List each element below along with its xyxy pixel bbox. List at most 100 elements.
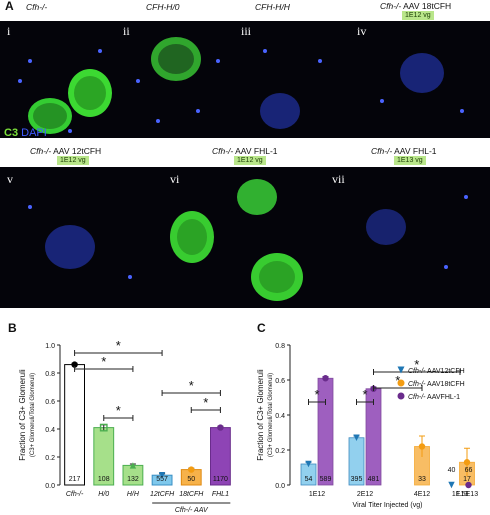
micrograph-ii bbox=[118, 21, 235, 138]
roman-ii: ii bbox=[123, 24, 130, 38]
c-count-0-2: 40 bbox=[448, 467, 456, 474]
b-xtick-label-5: FHL1 bbox=[212, 491, 229, 498]
b-count-3: 557 bbox=[156, 476, 168, 483]
c-marker-1-1 bbox=[463, 459, 471, 466]
b-count-4: 50 bbox=[187, 476, 195, 483]
micrograph-iii-art bbox=[260, 49, 322, 129]
b-ytick-label-5: 1.0 bbox=[45, 343, 55, 350]
b-xtick-label-0: Cfh-/- bbox=[66, 491, 84, 498]
c-legend-label-italic-2: Cfh-/- bbox=[408, 394, 426, 401]
c-sig-2-star: * bbox=[362, 387, 367, 402]
b-xtick-label-4: 18tCFH bbox=[179, 491, 204, 498]
c-xlabel: Viral Titer Injected (vg) bbox=[353, 502, 423, 509]
strain-label-v: Cfh-/- AAV 12tCFH bbox=[30, 146, 101, 156]
strain-label-vii: Cfh-/- AAV FHL-1 bbox=[371, 146, 437, 156]
b-marker-2 bbox=[129, 462, 137, 469]
dose-badge-vi: 1E12 vg bbox=[234, 156, 266, 165]
b-marker-3 bbox=[158, 472, 166, 479]
strain-rest-vi: AAV FHL-1 bbox=[233, 146, 278, 156]
strain-label-i: Cfh-/- bbox=[26, 2, 48, 12]
c-bar-2-0 bbox=[317, 377, 334, 486]
c-marker-0-2 bbox=[448, 481, 455, 489]
c-count-2-0: 589 bbox=[320, 476, 332, 483]
micrograph-v bbox=[0, 167, 162, 308]
b-bar-0 bbox=[64, 364, 85, 486]
c-count-0-1: 395 bbox=[351, 476, 363, 483]
c-marker-2-2 bbox=[465, 481, 472, 489]
c-ylabel: Fraction of C3+ Glomeruli bbox=[256, 369, 265, 461]
roman-iv: iv bbox=[357, 24, 367, 38]
b-marker-1 bbox=[99, 423, 108, 432]
b-sig-3-star: * bbox=[116, 403, 121, 418]
strain-italic-v: Cfh-/- bbox=[30, 146, 52, 156]
b-xtick-label-3: 12tCFH bbox=[150, 491, 175, 498]
b-count-5: 1170 bbox=[213, 476, 228, 483]
strain-label-iii: CFH-H/H bbox=[255, 2, 290, 12]
b-ytick-label-4: 0.8 bbox=[45, 371, 55, 378]
c-legend-label-1: Cfh-/- AAV18tCFH bbox=[408, 381, 465, 388]
roman-iii: iii bbox=[241, 24, 252, 38]
c-xtick-label-2: 4E12 bbox=[414, 491, 430, 498]
strain-italic-iv: Cfh-/- bbox=[380, 1, 402, 11]
strain-italic-vii: Cfh-/- bbox=[371, 146, 393, 156]
b-count-1: 108 bbox=[98, 476, 110, 483]
panel-letter-c: C bbox=[257, 321, 266, 335]
c-legend-label-italic-1: Cfh-/- bbox=[408, 381, 426, 388]
b-sig-1-star: * bbox=[116, 338, 121, 353]
panel-letter-b: B bbox=[8, 321, 17, 335]
micrograph-vi bbox=[162, 167, 326, 308]
dose-badge-vii: 1E13 vg bbox=[394, 156, 426, 165]
strain-rest-vii: AAV FHL-1 bbox=[392, 146, 437, 156]
micrograph-ii-art bbox=[136, 37, 220, 123]
c-count-0-0: 54 bbox=[305, 476, 313, 483]
c-xtick-label-0: 1E12 bbox=[309, 491, 325, 498]
c-legend-label-2: Cfh-/- AAVFHL-1 bbox=[408, 394, 460, 401]
c-legend-label-italic-0: Cfh-/- bbox=[408, 368, 426, 375]
c-marker-2-0 bbox=[322, 375, 329, 382]
b-marker-0 bbox=[71, 361, 78, 368]
c-ytick-label-2: 0.4 bbox=[275, 413, 285, 420]
c-count-2-1: 481 bbox=[368, 476, 380, 483]
c-legend-label-rest-1: AAV18tCFH bbox=[426, 381, 465, 388]
c-count-1-1: 17 bbox=[463, 476, 471, 483]
stain-c3-label: C3 bbox=[4, 127, 19, 139]
c-ytick-label-1: 0.2 bbox=[275, 448, 285, 455]
c-sig-3-star: * bbox=[414, 357, 419, 372]
b-xtick-label-1: H/0 bbox=[98, 491, 109, 498]
c-xtick-label-1: 2E12 bbox=[357, 491, 373, 498]
b-ylabel-sub: (C3+ Glomeruli/Total Glomeruli) bbox=[30, 373, 36, 457]
c-legend-marker-2 bbox=[397, 392, 405, 400]
micrograph-i-art bbox=[18, 49, 112, 134]
strain-label-ii: CFH-H/0 bbox=[146, 2, 180, 12]
roman-vii: vii bbox=[332, 172, 345, 186]
c-xtick-label-4: 1.5E13 bbox=[456, 491, 478, 498]
c-legend-label-rest-2: AAVFHL-1 bbox=[426, 394, 461, 401]
b-sig-5-star: * bbox=[203, 395, 208, 410]
b-ytick-label-0: 0.0 bbox=[45, 483, 55, 490]
micrograph-vii bbox=[326, 167, 490, 308]
c-xtick-label-3: 1E13 bbox=[452, 491, 468, 498]
micrograph-v-art bbox=[28, 205, 132, 279]
b-xtick-label-2: H/H bbox=[127, 491, 140, 498]
roman-vi: vi bbox=[170, 172, 180, 186]
roman-i: i bbox=[7, 24, 11, 38]
c-ytick-label-4: 0.8 bbox=[275, 343, 285, 350]
strain-italic-vi: Cfh-/- bbox=[212, 146, 234, 156]
dose-badge-v: 1E12 vg bbox=[57, 156, 89, 165]
c-legend-marker-1 bbox=[397, 379, 405, 387]
c-legend-label-rest-0: AAV12tCFH bbox=[426, 368, 465, 375]
b-ylabel: Fraction of C3+ Glomeruli bbox=[18, 369, 27, 461]
b-ytick-label-3: 0.6 bbox=[45, 399, 55, 406]
c-legend-marker-0 bbox=[397, 366, 405, 374]
stain-legend: C3 DAPI bbox=[4, 127, 47, 139]
micrograph-i bbox=[0, 21, 118, 138]
strain-label-vi: Cfh-/- AAV FHL-1 bbox=[212, 146, 278, 156]
micrograph-vi-art bbox=[170, 179, 303, 301]
b-group-label: Cfh-/- AAV bbox=[175, 507, 209, 514]
panel-letter-a: A bbox=[5, 0, 14, 13]
c-count-1-0: 33 bbox=[418, 476, 426, 483]
b-marker-5 bbox=[217, 424, 224, 431]
c-ytick-label-0: 0.0 bbox=[275, 483, 285, 490]
micrograph-iv bbox=[352, 21, 490, 138]
